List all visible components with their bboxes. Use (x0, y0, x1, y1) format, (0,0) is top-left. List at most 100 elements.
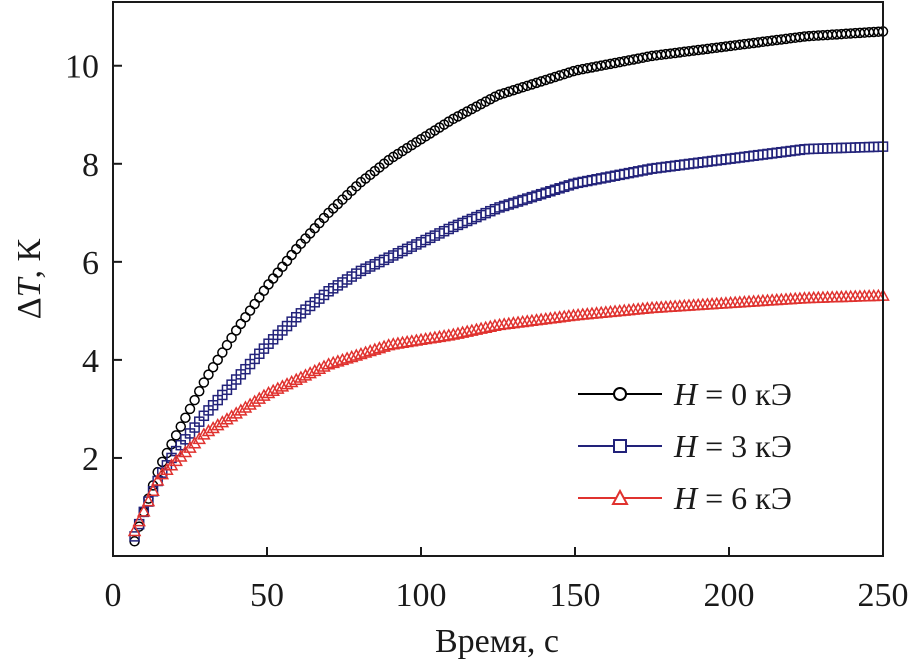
data-point (189, 394, 200, 406)
data-point (224, 409, 239, 422)
data-point (266, 383, 280, 397)
data-point (129, 531, 140, 542)
legend-item-h3: H = 3 кЭ (578, 428, 792, 464)
data-point (354, 346, 368, 360)
data-point (277, 261, 288, 272)
data-point (272, 267, 284, 278)
data-point (446, 327, 461, 340)
x-tick-label: 250 (858, 577, 909, 614)
data-point (243, 397, 257, 410)
data-point (344, 349, 359, 363)
data-point (226, 332, 237, 344)
legend-label-h0-var: H (673, 376, 699, 412)
data-point (540, 74, 551, 86)
data-point (372, 341, 387, 354)
legend-label-h3-rest: = 3 кЭ (697, 428, 792, 464)
data-point (180, 412, 191, 423)
data-point (326, 355, 340, 369)
data-point (563, 67, 575, 78)
data-point (289, 372, 304, 385)
data-point (280, 377, 294, 390)
data-point (193, 386, 205, 397)
plot-frame (112, 1, 884, 557)
legend-marker-h0 (613, 387, 627, 401)
data-point (127, 523, 142, 537)
data-point (137, 504, 151, 517)
data-point (455, 325, 470, 338)
y-axis-label-symbol: T (11, 276, 48, 297)
data-point (133, 521, 145, 532)
data-point (331, 354, 345, 367)
data-point (184, 403, 196, 415)
data-point (377, 339, 391, 352)
data-point (197, 427, 211, 440)
data-point (526, 79, 538, 90)
data-point (363, 344, 377, 357)
y-axis-label-unit: , К (11, 238, 48, 278)
data-point (271, 381, 285, 394)
y-tick-label: 10 (65, 49, 99, 86)
data-point (212, 354, 223, 366)
data-point (229, 406, 243, 419)
data-point (317, 359, 331, 372)
data-point (217, 347, 228, 358)
data-point (203, 369, 214, 380)
data-point (170, 430, 182, 441)
data-point (549, 71, 561, 83)
legend-label-h6: H = 6 кЭ (673, 480, 792, 516)
data-point (146, 483, 160, 497)
data-point (247, 394, 262, 407)
data-point (460, 324, 474, 337)
data-point (267, 273, 279, 284)
data-point (286, 249, 297, 261)
data-point (201, 423, 216, 437)
legend-label-h0-rest: = 0 кЭ (697, 376, 792, 412)
data-point (141, 494, 156, 507)
data-point (258, 285, 270, 297)
data-point (483, 319, 498, 332)
data-point (451, 326, 465, 339)
x-axis-label: Время, с (435, 623, 559, 660)
data-point (545, 73, 556, 84)
data-point (215, 415, 230, 428)
legend-item-h0: H = 0 кЭ (578, 376, 792, 412)
data-point (210, 418, 225, 431)
data-point (206, 420, 220, 434)
data-point (298, 368, 313, 381)
axis-ticks: 0 50 100 150 200 250 2 4 6 8 10 (65, 49, 909, 614)
data-point (198, 377, 210, 388)
data-point (303, 366, 317, 379)
data-point (508, 84, 519, 96)
data-point (335, 352, 350, 366)
data-point (281, 255, 293, 267)
x-tick-label: 200 (704, 577, 755, 614)
data-point (381, 338, 396, 351)
y-axis-label: ΔT, К (11, 238, 48, 319)
data-point (221, 339, 233, 351)
x-tick-label: 150 (550, 577, 601, 614)
x-tick-label: 50 (250, 577, 284, 614)
legend-item-h6: H = 6 кЭ (578, 480, 792, 516)
data-point (294, 370, 308, 383)
data-point (261, 385, 276, 399)
data-point (257, 388, 271, 401)
data-point (307, 363, 322, 377)
data-point (554, 70, 565, 81)
x-tick-label: 0 (105, 577, 122, 614)
legend-marker-h3 (613, 439, 627, 453)
data-point (522, 80, 533, 92)
legend-label-h6-var: H (673, 480, 699, 516)
data-point (558, 68, 570, 80)
data-point (220, 412, 234, 425)
y-tick-label: 8 (82, 147, 99, 184)
legend-label-h3: H = 3 кЭ (673, 428, 792, 464)
legend: H = 0 кЭ H = 3 кЭ H = 6 кЭ (578, 376, 792, 516)
data-point (474, 321, 488, 334)
data-point (535, 76, 547, 87)
data-point (207, 361, 219, 373)
data-point (503, 86, 515, 97)
data-point (349, 348, 364, 361)
data-point (441, 328, 456, 341)
data-point (284, 374, 299, 388)
data-point (132, 514, 146, 527)
